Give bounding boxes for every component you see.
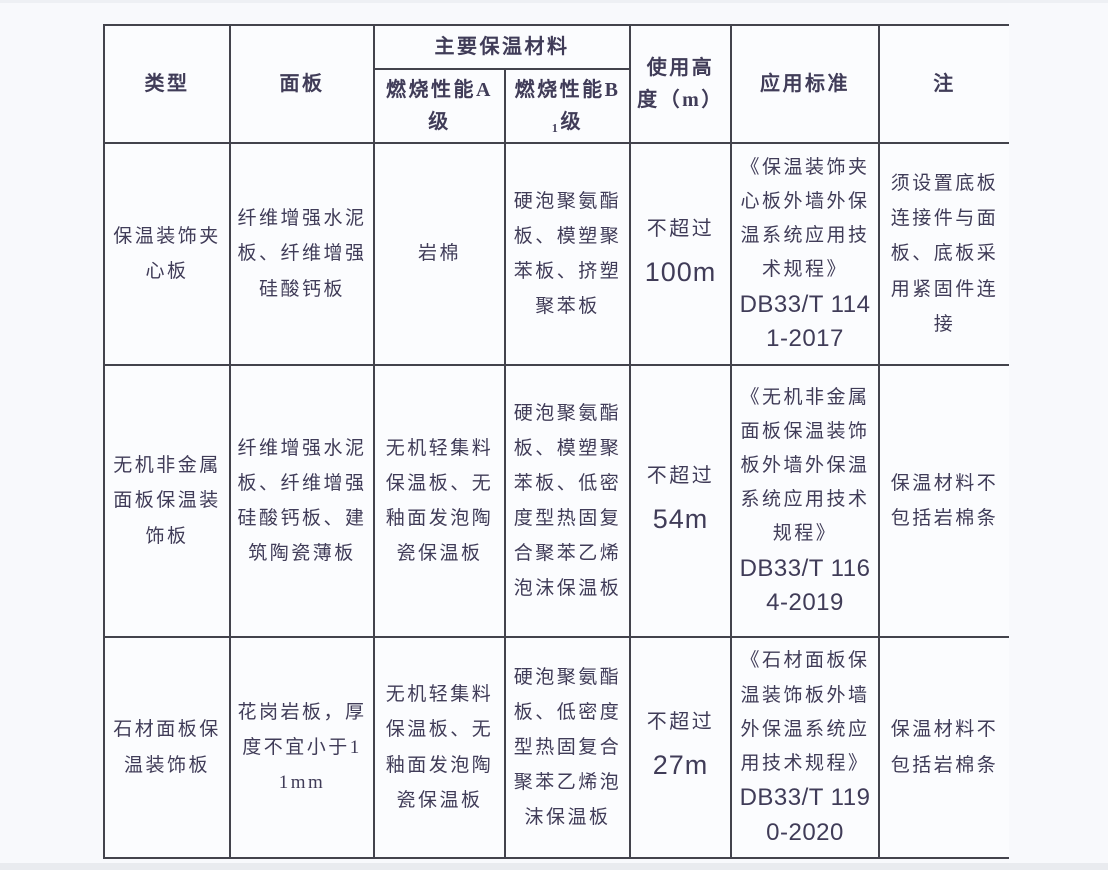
height-value: 100m <box>644 256 717 287</box>
height-prefix: 不超过 <box>646 464 715 487</box>
table-row: 无机非金属面板保温装饰板 纤维增强水泥板、纤维增强硅酸钙板、建筑陶瓷薄板 无机轻… <box>103 364 1009 638</box>
cell-usage-height: 不超过 27m <box>629 636 732 859</box>
cell-class-a: 无机轻集料保温板、无釉面发泡陶瓷保温板 <box>373 364 506 638</box>
height-prefix: 不超过 <box>646 711 715 734</box>
header-panel: 面板 <box>229 24 375 144</box>
cell-usage-height: 不超过 54m <box>629 364 732 638</box>
standard-code: DB33/T 1164-2019 <box>739 554 871 617</box>
cell-note: 保温材料不包括岩棉条 <box>878 364 1009 638</box>
cell-panel: 花岗岩板，厚度不宜小于11mm <box>229 636 375 859</box>
cell-standard: 《石材面板保温装饰板外墙外保温系统应用技术规程》 DB33/T 1190-202… <box>730 636 880 859</box>
height-value: 27m <box>652 750 709 781</box>
height-value: 54m <box>652 503 709 534</box>
page-edge-bottom <box>0 863 1108 870</box>
cell-note: 保温材料不包括岩棉条 <box>878 636 1009 859</box>
standard-title: 《石材面板保温装饰板外墙外保温系统应用技术规程》 <box>740 650 870 774</box>
standard-title: 《无机非金属面板保温装饰板外墙外保温系统应用技术规程》 <box>740 386 870 545</box>
cell-class-b1: 硬泡聚氨酯板、模塑聚苯板、低密度型热固复合聚苯乙烯泡沫保温板 <box>504 364 631 638</box>
page-edge-top <box>0 0 1108 3</box>
cell-usage-height: 不超过 100m <box>629 142 732 366</box>
insulation-systems-table-wrapper: 类型 面板 主要保温材料 使用高度（m） 应用标准 注 燃烧性能A级 燃烧性能B… <box>103 24 1009 859</box>
cell-note: 须设置底板连接件与面板、底板采用紧固件连接 <box>878 142 1009 366</box>
header-note: 注 <box>878 24 1009 144</box>
standard-code: DB33/T 1190-2020 <box>739 784 871 846</box>
standard-code: DB33/T 1141-2017 <box>739 290 871 353</box>
cell-type: 石材面板保温装饰板 <box>103 636 231 859</box>
cell-type: 无机非金属面板保温装饰板 <box>103 364 231 638</box>
cell-class-a: 岩棉 <box>373 142 506 366</box>
cell-class-a: 无机轻集料保温板、无釉面发泡陶瓷保温板 <box>373 636 506 859</box>
cell-class-b1: 硬泡聚氨酯板、低密度型热固复合聚苯乙烯泡沫保温板 <box>504 636 631 859</box>
cell-type: 保温装饰夹心板 <box>103 142 231 366</box>
header-type: 类型 <box>103 24 231 144</box>
cell-panel: 纤维增强水泥板、纤维增强硅酸钙板 <box>229 142 375 366</box>
header-combustion-class-b1: 燃烧性能B₁级 <box>504 68 631 144</box>
cell-standard: 《无机非金属面板保温装饰板外墙外保温系统应用技术规程》 DB33/T 1164-… <box>730 364 880 638</box>
header-combustion-class-a: 燃烧性能A级 <box>373 68 506 144</box>
insulation-systems-table: 类型 面板 主要保温材料 使用高度（m） 应用标准 注 燃烧性能A级 燃烧性能B… <box>103 24 1009 859</box>
header-main-insulation: 主要保温材料 <box>373 24 631 70</box>
table-row: 保温装饰夹心板 纤维增强水泥板、纤维增强硅酸钙板 岩棉 硬泡聚氨酯板、模塑聚苯板… <box>103 142 1009 366</box>
cell-class-b1: 硬泡聚氨酯板、模塑聚苯板、挤塑聚苯板 <box>504 142 631 366</box>
cell-standard: 《保温装饰夹心板外墙外保温系统应用技术规程》 DB33/T 1141-2017 <box>730 142 880 366</box>
header-usage-height: 使用高度（m） <box>629 24 732 144</box>
height-prefix: 不超过 <box>646 217 715 240</box>
standard-title: 《保温装饰夹心板外墙外保温系统应用技术规程》 <box>740 156 870 281</box>
table-row: 石材面板保温装饰板 花岗岩板，厚度不宜小于11mm 无机轻集料保温板、无釉面发泡… <box>103 636 1009 859</box>
header-standard: 应用标准 <box>730 24 880 144</box>
cell-panel: 纤维增强水泥板、纤维增强硅酸钙板、建筑陶瓷薄板 <box>229 364 375 638</box>
